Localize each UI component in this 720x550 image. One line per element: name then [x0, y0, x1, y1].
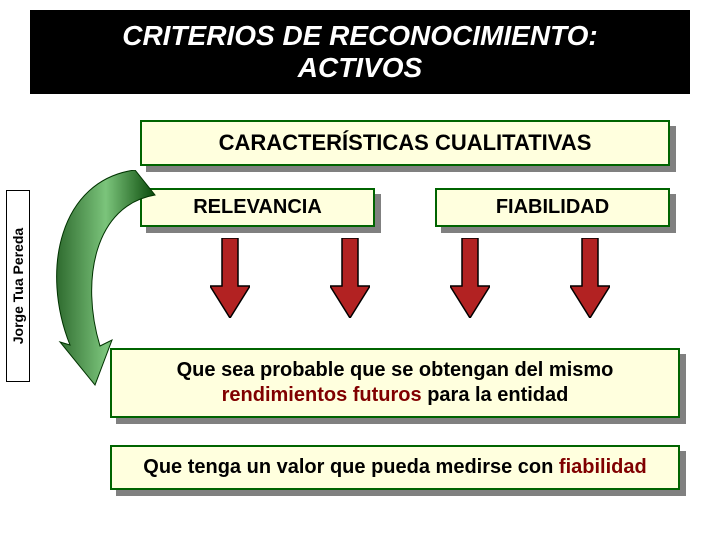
arrow-down-icon: [210, 238, 250, 318]
p1-post: para la entidad: [422, 384, 569, 406]
box-left-text: RELEVANCIA: [140, 188, 375, 227]
box-fiabilidad: FIABILIDAD: [435, 188, 670, 227]
subtitle-box: CARACTERÍSTICAS CUALITATIVAS: [140, 120, 670, 166]
box-relevancia: RELEVANCIA: [140, 188, 375, 227]
p2-highlight: fiabilidad: [559, 456, 647, 478]
paragraph1-box: Que sea probable que se obtengan del mis…: [110, 348, 680, 418]
title-line2: ACTIVOS: [50, 52, 670, 84]
author-label: Jorge Tua Pereda: [10, 228, 26, 344]
arrow-down-icon: [330, 238, 370, 318]
title-line1: CRITERIOS DE RECONOCIMIENTO:: [50, 20, 670, 52]
paragraph1-text: Que sea probable que se obtengan del mis…: [110, 348, 680, 418]
arrows-row: [170, 238, 650, 318]
box-right-text: FIABILIDAD: [435, 188, 670, 227]
p2-pre: Que tenga un valor que pueda medirse con: [143, 456, 559, 478]
p1-highlight: rendimientos futuros: [222, 384, 422, 406]
author-rail: Jorge Tua Pereda: [6, 190, 30, 382]
paragraph2-box: Que tenga un valor que pueda medirse con…: [110, 445, 680, 490]
title-banner: CRITERIOS DE RECONOCIMIENTO: ACTIVOS: [30, 10, 690, 94]
arrow-down-icon: [570, 238, 610, 318]
subtitle-text: CARACTERÍSTICAS CUALITATIVAS: [140, 120, 670, 166]
paragraph2-text: Que tenga un valor que pueda medirse con…: [110, 445, 680, 490]
arrow-down-icon: [450, 238, 490, 318]
p1-pre: Que sea probable que se obtengan del mis…: [177, 359, 614, 381]
